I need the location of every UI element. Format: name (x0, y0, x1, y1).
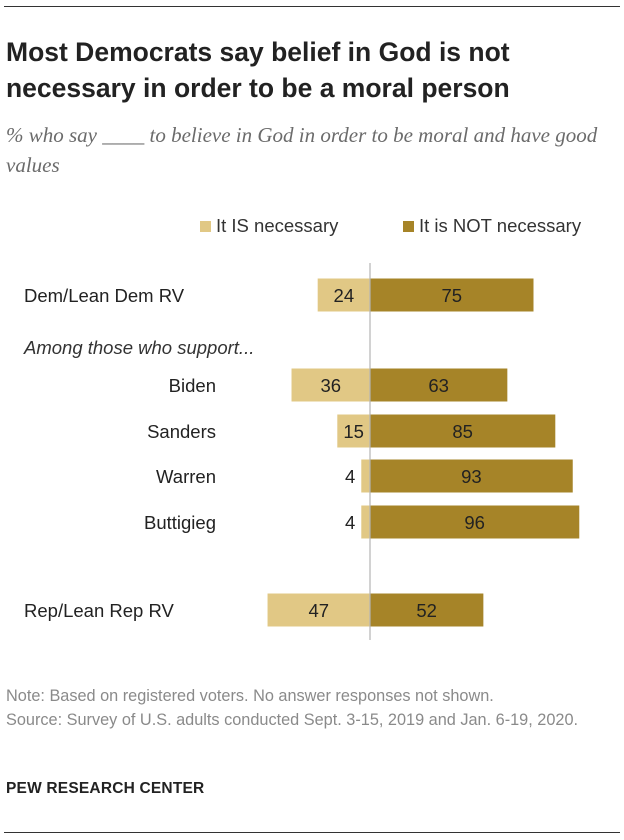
bar-not-necessary (370, 459, 573, 493)
row-sanders: Sanders 15 85 (147, 414, 556, 448)
value-label-is-necessary: 15 (343, 421, 364, 442)
legend-label-it-is-not-necessary: It is NOT necessary (419, 215, 582, 236)
value-label-not-necessary: 93 (461, 466, 482, 487)
pew-research-center-logo: PEW RESEARCH CENTER (6, 780, 205, 797)
category-label: Rep/Lean Rep RV (24, 600, 174, 621)
value-label-is-necessary: 47 (308, 600, 329, 621)
bar-is-necessary (361, 505, 370, 539)
group-label: Among those who support... (23, 337, 254, 358)
bar-is-necessary (267, 593, 370, 627)
chart: It IS necessary It is NOT necessary Among… (23, 215, 582, 640)
notes: Note: Based on registered voters. No ans… (6, 684, 618, 732)
row-rep-lean-rep-rv: Rep/Lean Rep RV 47 52 (24, 593, 484, 627)
bar-not-necessary (370, 368, 508, 402)
row-dem-lean-dem-rv: Dem/Lean Dem RV 24 75 (24, 278, 534, 312)
bar-not-necessary (370, 278, 534, 312)
value-label-not-necessary: 63 (428, 375, 449, 396)
note-text: Note: Based on registered voters. No ans… (6, 687, 494, 705)
bar-is-necessary (337, 414, 370, 448)
category-label: Dem/Lean Dem RV (24, 285, 185, 306)
value-label-not-necessary: 52 (416, 600, 437, 621)
value-label-is-necessary: 4 (345, 466, 355, 487)
bar-not-necessary (370, 505, 580, 539)
bar-is-necessary (361, 459, 370, 493)
value-label-not-necessary: 96 (464, 512, 485, 533)
chart-rows: Among those who support... Dem/Lean Dem R… (23, 263, 580, 640)
value-label-is-necessary: 4 (345, 512, 355, 533)
bar-is-necessary (317, 278, 370, 312)
value-label-not-necessary: 75 (441, 285, 462, 306)
category-label: Biden (169, 375, 216, 396)
legend-swatch-it-is-not-necessary (403, 221, 414, 232)
category-label: Warren (156, 466, 216, 487)
bar-not-necessary (370, 593, 484, 627)
value-label-is-necessary: 24 (334, 285, 355, 306)
value-label-is-necessary: 36 (320, 375, 341, 396)
bottom-rule (4, 832, 620, 833)
row-warren: Warren 4 93 (156, 459, 573, 493)
row-buttigieg: Buttigieg 4 96 (144, 505, 580, 539)
value-label-not-necessary: 85 (452, 421, 473, 442)
chart-subtitle: % who say ____ to believe in God in orde… (6, 123, 598, 177)
legend-swatch-it-is-necessary (200, 221, 211, 232)
category-label: Sanders (147, 421, 216, 442)
category-label: Buttigieg (144, 512, 216, 533)
bar-not-necessary (370, 414, 556, 448)
source-text: Source: Survey of U.S. adults conducted … (6, 711, 579, 729)
top-rule (4, 6, 620, 7)
legend-label-it-is-necessary: It IS necessary (216, 215, 339, 236)
row-biden: Biden 36 63 (169, 368, 508, 402)
bar-is-necessary (291, 368, 370, 402)
legend: It IS necessary It is NOT necessary (200, 215, 582, 236)
chart-title: Most Democrats say belief in God is not … (6, 37, 510, 103)
